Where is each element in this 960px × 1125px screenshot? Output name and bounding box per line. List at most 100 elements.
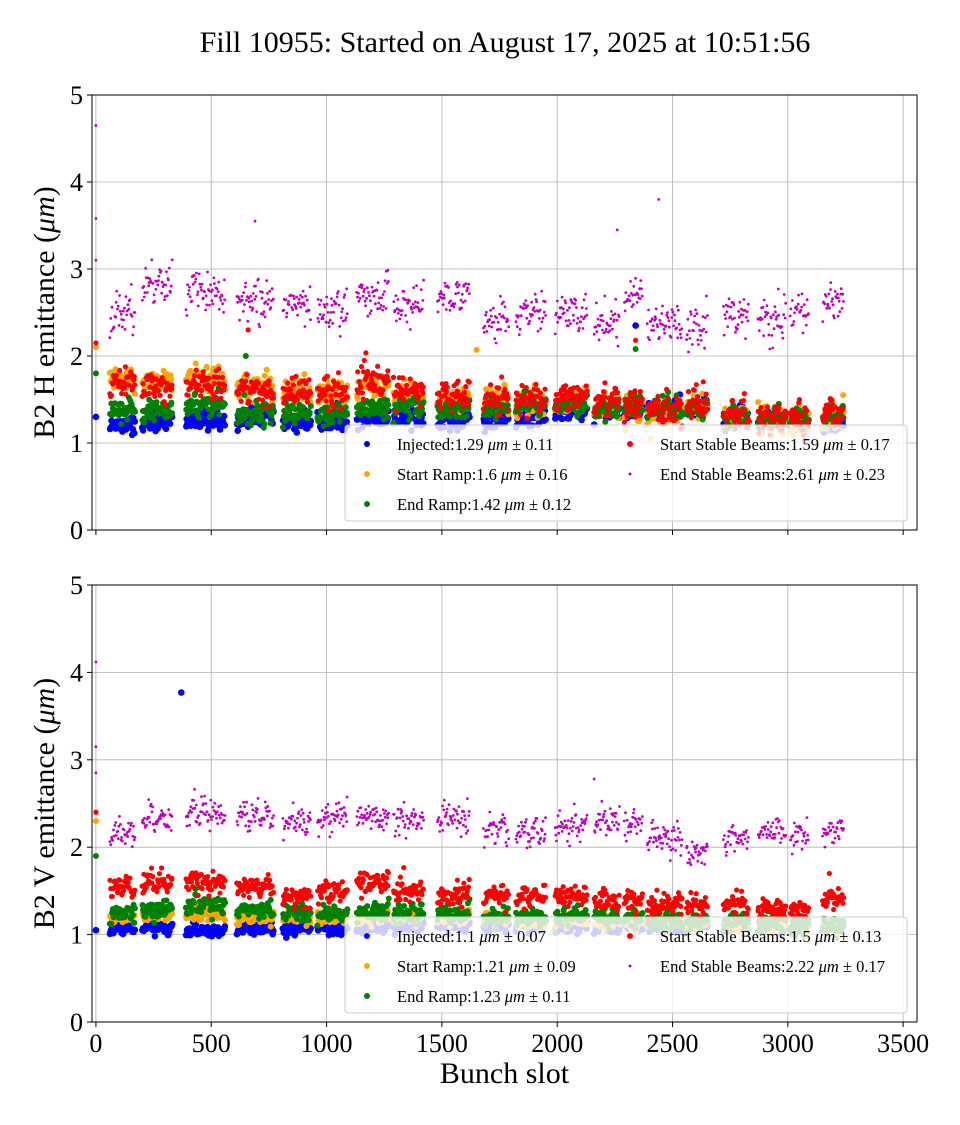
- data-point: [676, 305, 679, 308]
- data-point: [758, 405, 763, 410]
- data-point: [494, 401, 499, 406]
- data-point: [777, 288, 780, 291]
- data-point: [563, 383, 568, 388]
- data-point: [704, 392, 709, 397]
- data-point: [117, 368, 122, 373]
- data-point: [201, 283, 204, 286]
- data-point: [400, 314, 403, 317]
- data-point: [271, 287, 274, 290]
- data-point: [414, 390, 419, 395]
- legend-pm: ±: [843, 435, 860, 454]
- data-point: [143, 296, 146, 299]
- data-point: [582, 327, 585, 330]
- data-point: [150, 258, 153, 261]
- data-point: [345, 287, 348, 290]
- data-point: [199, 286, 202, 289]
- data-point: [211, 299, 214, 302]
- data-point: [382, 305, 385, 308]
- data-point: [490, 326, 493, 329]
- data-point: [247, 399, 252, 404]
- data-point: [218, 308, 221, 311]
- data-point: [117, 305, 120, 308]
- data-point: [397, 312, 400, 315]
- data-point: [171, 258, 174, 261]
- data-point: [567, 404, 572, 409]
- data-point: [465, 397, 470, 402]
- data-point: [337, 290, 340, 293]
- data-point: [583, 404, 589, 410]
- data-point: [838, 300, 841, 303]
- data-point: [284, 298, 287, 301]
- data-point: [268, 404, 273, 409]
- data-point: [804, 408, 809, 413]
- data-point: [222, 311, 225, 314]
- data-point: [673, 416, 678, 421]
- data-point: [532, 306, 535, 309]
- data-point: [156, 388, 161, 393]
- data-point: [287, 300, 290, 303]
- data-point: [632, 285, 635, 288]
- data-point: [341, 307, 344, 310]
- data-point: [667, 316, 670, 319]
- data-point: [727, 305, 730, 308]
- data-point: [154, 399, 160, 405]
- data-point: [384, 279, 387, 282]
- legend-mean: 1.6: [476, 465, 497, 484]
- data-point: [248, 422, 254, 428]
- data-point: [170, 285, 173, 288]
- data-point: [243, 379, 248, 384]
- data-point: [110, 330, 113, 333]
- data-point: [291, 382, 296, 387]
- data-point: [768, 334, 771, 337]
- data-point: [628, 294, 631, 297]
- data-point: [208, 304, 211, 307]
- data-point: [252, 292, 255, 295]
- data-point: [217, 290, 220, 293]
- data-point: [793, 311, 796, 314]
- data-point: [192, 373, 197, 378]
- data-point: [220, 375, 225, 380]
- data-point: [421, 384, 426, 389]
- legend-std: 0.16: [539, 465, 568, 484]
- data-point: [215, 375, 220, 380]
- data-point: [217, 281, 220, 284]
- data-point: [789, 308, 792, 311]
- data-point: [634, 277, 637, 280]
- data-point: [163, 298, 166, 301]
- data-point: [344, 319, 347, 322]
- data-point: [258, 323, 261, 326]
- data-point: [443, 294, 446, 297]
- data-point: [542, 416, 549, 423]
- data-point: [268, 420, 274, 426]
- data-point: [585, 389, 590, 394]
- data-point: [579, 321, 582, 324]
- data-point: [304, 325, 307, 328]
- data-point: [122, 310, 125, 313]
- data-point: [734, 331, 737, 334]
- data-point: [499, 295, 502, 298]
- data-point: [328, 325, 331, 328]
- legend-label: End Ramp:1.42 μm ± 0.12: [397, 495, 571, 514]
- data-point: [449, 409, 454, 414]
- data-point: [169, 410, 175, 416]
- data-point: [767, 312, 770, 315]
- data-point: [597, 318, 600, 321]
- data-point: [127, 308, 130, 311]
- data-point: [262, 373, 268, 379]
- data-point: [380, 296, 383, 299]
- y-tick-label: 1: [70, 429, 83, 458]
- y-tick-label: 4: [70, 168, 83, 197]
- data-point: [307, 377, 312, 382]
- data-point: [602, 380, 607, 385]
- data-point: [580, 315, 583, 318]
- data-point: [484, 314, 487, 317]
- data-point: [637, 293, 640, 296]
- data-point: [456, 281, 459, 284]
- data-point: [806, 298, 809, 301]
- data-point: [724, 317, 727, 320]
- data-point: [766, 304, 769, 307]
- data-point: [765, 405, 770, 410]
- data-point: [355, 369, 360, 374]
- data-point: [672, 325, 675, 328]
